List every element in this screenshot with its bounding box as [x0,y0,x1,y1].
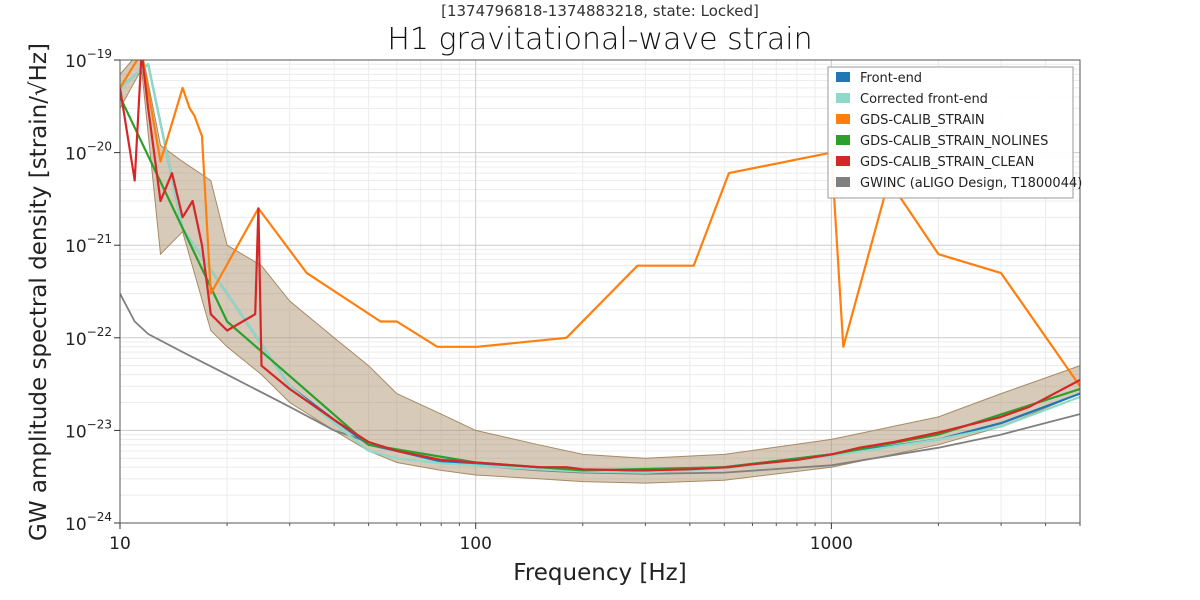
x-tick-label: 100 [459,534,491,554]
y-tick-label: 10−20 [65,140,112,165]
legend-swatch [836,135,850,145]
legend-swatch [836,156,850,166]
chart-subtitle: [1374796818-1374883218, state: Locked] [441,2,759,20]
x-tick-label: 10 [109,534,131,554]
y-axis-label: GW amplitude spectral density [strain/√H… [26,43,52,541]
legend-swatch [836,72,850,82]
legend-label: GDS-CALIB_STRAIN_NOLINES [860,134,1048,149]
chart-title: H1 gravitational-wave strain [387,22,813,57]
legend-label: GWINC (aLIGO Design, T1800044) [860,176,1082,191]
y-tick-label: 10−23 [65,417,112,442]
y-tick-label: 10−22 [65,325,112,350]
series-line-4 [120,60,1080,472]
grid-minor [120,60,1081,523]
y-axis-ticks: 10−19 10−20 10−21 10−22 10−23 10−24 [65,47,120,535]
legend: Front-end Corrected front-end GDS-CALIB_ST… [827,66,1082,199]
series-line-1 [120,63,1080,474]
legend-swatch [836,177,850,187]
y-tick-label: 10−19 [65,47,112,72]
legend-swatch [836,93,850,103]
legend-label: GDS-CALIB_STRAIN [860,113,985,128]
plot-frame [119,59,1081,524]
legend-swatch [836,114,850,124]
x-tick-label: 1000 [810,534,853,554]
y-tick-label: 10−24 [65,510,112,535]
x-axis-ticks: 10 100 1000 [109,523,1081,554]
band-area [120,60,1080,484]
legend-label: Front-end [860,71,922,86]
legend-label: Corrected front-end [860,92,988,107]
legend-label: GDS-CALIB_STRAIN_CLEAN [860,155,1034,170]
band-group [120,60,1080,484]
series-group [120,60,1080,475]
y-tick-label: 10−21 [65,232,112,257]
series-line-2 [120,60,1080,387]
legend-frame [827,66,1074,199]
x-axis-label: Frequency [Hz] [513,560,686,586]
